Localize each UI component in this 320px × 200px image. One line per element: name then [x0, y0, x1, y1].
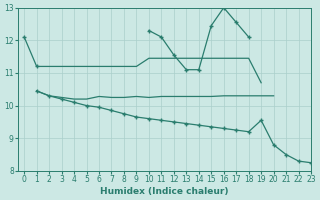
X-axis label: Humidex (Indice chaleur): Humidex (Indice chaleur) — [100, 187, 229, 196]
